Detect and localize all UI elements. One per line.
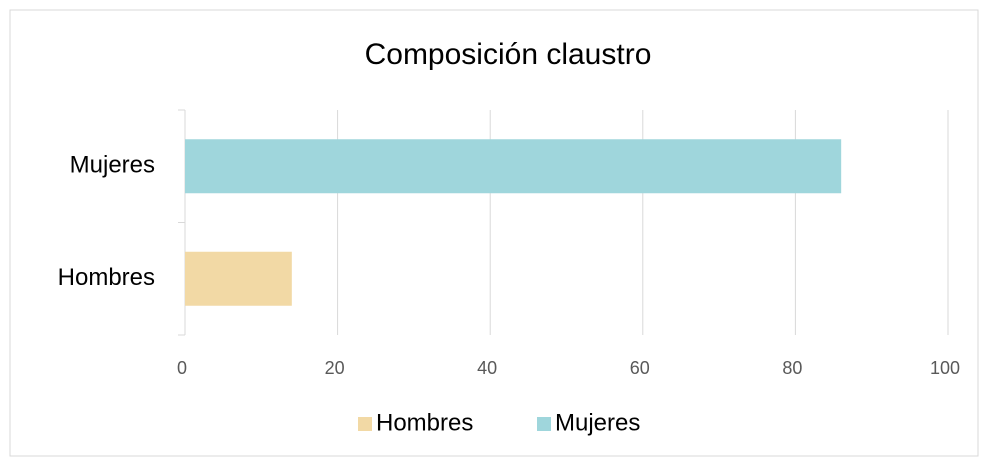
bar	[185, 251, 292, 306]
legend-swatch	[358, 417, 372, 431]
legend-label: Mujeres	[555, 409, 640, 436]
legend-swatch	[537, 417, 551, 431]
x-tick-label: 20	[325, 358, 345, 378]
x-tick-label: 100	[930, 358, 960, 378]
chart-title: Composición claustro	[365, 38, 652, 71]
chart-border	[9, 9, 979, 457]
y-tick-label: Hombres	[58, 264, 155, 291]
y-tick-label: Mujeres	[70, 152, 155, 179]
x-tick-label: 80	[782, 358, 802, 378]
x-tick-label: 0	[177, 358, 187, 378]
bar	[185, 139, 842, 194]
x-tick-label: 60	[630, 358, 650, 378]
legend-label: Hombres	[376, 409, 473, 436]
x-tick-label: 40	[477, 358, 497, 378]
